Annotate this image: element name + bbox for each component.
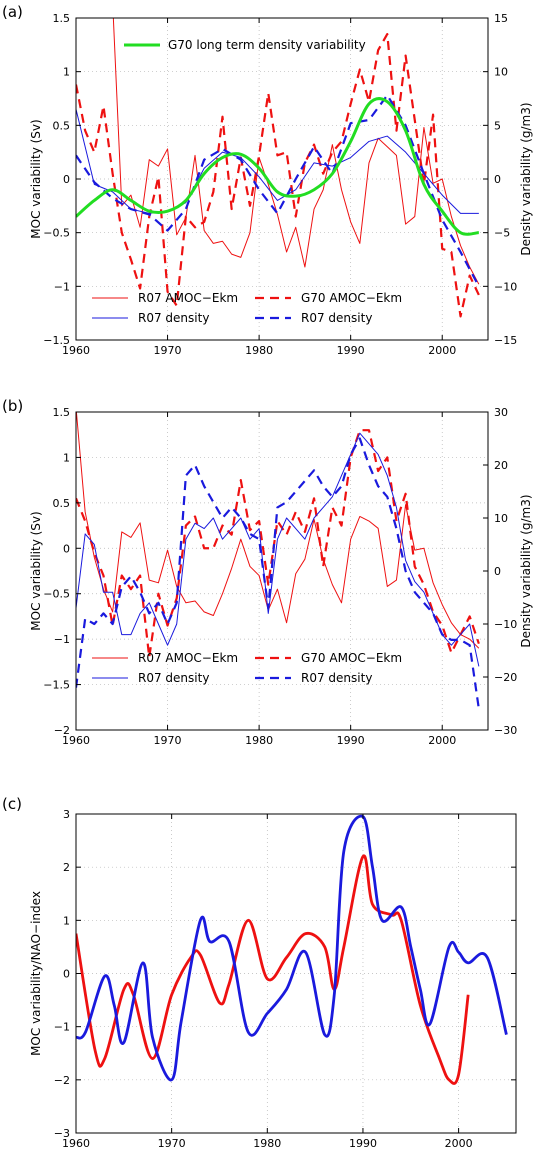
x-tick-label: 1980 bbox=[245, 344, 273, 357]
y-tick-label: 0 bbox=[63, 968, 70, 981]
y-tick-label: 3 bbox=[63, 808, 70, 821]
y-axis-label: MOC variability/NAO−index bbox=[29, 891, 43, 1056]
y-tick-label: −0.5 bbox=[43, 588, 70, 601]
x-tick-label: 1960 bbox=[62, 734, 90, 747]
series-line-red-dashed bbox=[76, 33, 480, 318]
y-tick-label: 1 bbox=[63, 914, 70, 927]
y2-tick-label: −10 bbox=[494, 618, 517, 631]
legend-label: G70 AMOC−Ekm bbox=[301, 651, 402, 665]
y-tick-label: 1 bbox=[63, 66, 70, 79]
panel-2: 1960 1970 1980 1990 2000 −3 −2 −1 0 1 2 3 MOC variab… bbox=[2, 795, 517, 1150]
panel-label: (b) bbox=[2, 397, 23, 415]
series-line-green-solid bbox=[76, 97, 479, 236]
y2-tick-label: −10 bbox=[494, 280, 517, 293]
legend-label: G70 AMOC−Ekm bbox=[301, 291, 402, 305]
x-tick-label: 1970 bbox=[158, 1137, 186, 1150]
panel-label: (c) bbox=[2, 795, 22, 813]
y-tick-label: −0.5 bbox=[43, 227, 70, 240]
legend-label: R07 density bbox=[138, 311, 209, 325]
x-tick-label: 1990 bbox=[337, 344, 365, 357]
y-tick-label: 0.5 bbox=[53, 119, 71, 132]
y-tick-label: 1 bbox=[63, 451, 70, 464]
y2-axis-label: Density variability (g/m3) bbox=[519, 494, 533, 647]
y2-tick-label: 20 bbox=[494, 459, 508, 472]
series-group bbox=[76, 412, 480, 709]
y2-tick-label: 0 bbox=[494, 565, 501, 578]
legend-label: R07 density bbox=[138, 671, 209, 685]
y2-tick-label: 10 bbox=[494, 512, 508, 525]
legend-label: R07 AMOC−Ekm bbox=[138, 291, 238, 305]
x-tick-label: 1990 bbox=[349, 1137, 377, 1150]
series-line-red-dashed bbox=[76, 429, 480, 659]
x-tick-label: 1980 bbox=[245, 734, 273, 747]
legend-label: R07 density bbox=[301, 671, 372, 685]
y2-tick-label: 5 bbox=[494, 119, 501, 132]
x-tick-label: 1960 bbox=[62, 344, 90, 357]
y-axis-label: MOC variability (Sv) bbox=[29, 511, 43, 630]
series-line-blue-solid bbox=[76, 814, 508, 1082]
x-tick-label: 1980 bbox=[253, 1137, 281, 1150]
y-tick-label: 1.5 bbox=[53, 406, 71, 419]
x-tick-label: 2000 bbox=[445, 1137, 473, 1150]
legend-label: G70 long term density variability bbox=[168, 38, 366, 52]
y2-tick-label: −20 bbox=[494, 671, 517, 684]
series-line-blue-dashed bbox=[76, 437, 480, 709]
y-tick-label: 1.5 bbox=[53, 12, 71, 25]
y-tick-label: 0 bbox=[63, 173, 70, 186]
x-tick-label: 1970 bbox=[154, 344, 182, 357]
y-tick-label: −1 bbox=[54, 280, 70, 293]
y2-tick-label: −15 bbox=[494, 334, 517, 347]
series-line-red-solid bbox=[112, 18, 480, 285]
y-tick-label: −1 bbox=[54, 633, 70, 646]
y2-axis-label: Density variability (g/m3) bbox=[519, 102, 533, 255]
y2-tick-label: 10 bbox=[494, 66, 508, 79]
y2-tick-label: −30 bbox=[494, 724, 517, 737]
x-tick-label: 1990 bbox=[337, 734, 365, 747]
series-line-blue-solid bbox=[76, 432, 480, 667]
series-group bbox=[76, 814, 508, 1085]
legend-label: R07 density bbox=[301, 311, 372, 325]
series-line-red-solid bbox=[76, 854, 470, 1085]
panel-1: 1960 1970 1980 1990 2000 −2 −1.5 −1 −0.5 0 0.5 1 1.5… bbox=[2, 397, 533, 747]
y2-tick-label: 15 bbox=[494, 12, 508, 25]
y-tick-label: −1 bbox=[54, 1021, 70, 1034]
y-axis-label: MOC variability (Sv) bbox=[29, 119, 43, 238]
y2-tick-label: −5 bbox=[494, 227, 510, 240]
y-tick-label: −2 bbox=[54, 1074, 70, 1087]
y-tick-label: −1.5 bbox=[43, 679, 70, 692]
y2-tick-label: 0 bbox=[494, 173, 501, 186]
x-tick-label: 1960 bbox=[62, 1137, 90, 1150]
legend-label: R07 AMOC−Ekm bbox=[138, 651, 238, 665]
x-tick-label: 1970 bbox=[154, 734, 182, 747]
y-tick-label: −3 bbox=[54, 1127, 70, 1140]
y-tick-label: 0 bbox=[63, 542, 70, 555]
x-tick-label: 2000 bbox=[428, 344, 456, 357]
x-tick-label: 2000 bbox=[428, 734, 456, 747]
y-tick-label: −2 bbox=[54, 724, 70, 737]
panel-label: (a) bbox=[2, 3, 23, 21]
y-tick-label: 2 bbox=[63, 861, 70, 874]
series-line-blue-dashed bbox=[76, 94, 480, 287]
y2-tick-label: 30 bbox=[494, 406, 508, 419]
y-tick-label: −1.5 bbox=[43, 334, 70, 347]
panel-0: 1960 1970 1980 1990 2000 −1.5 −1 −0.5 0 0.5 1 1.5 −1… bbox=[2, 3, 533, 357]
series-group bbox=[76, 18, 480, 318]
y-tick-label: 0.5 bbox=[53, 497, 71, 510]
series-line-blue-solid bbox=[76, 109, 479, 214]
